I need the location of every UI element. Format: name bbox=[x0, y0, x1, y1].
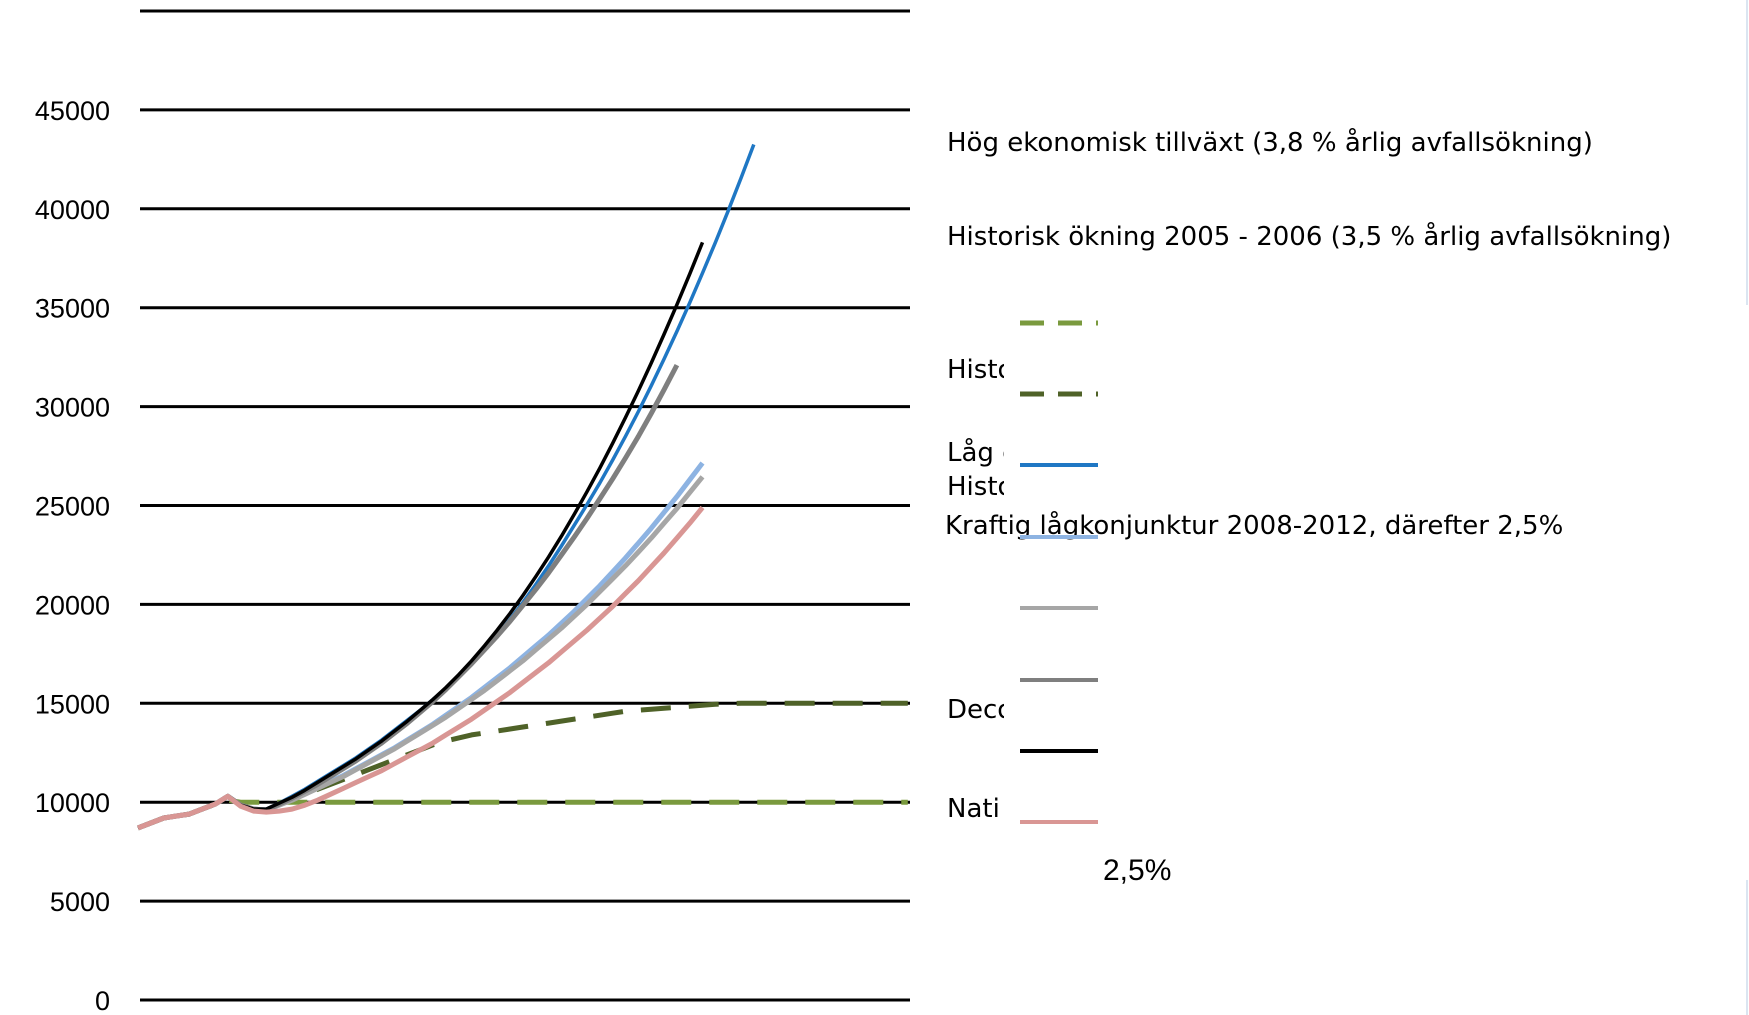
series-lines bbox=[137, 143, 908, 831]
y-tick-label: 30000 bbox=[35, 393, 110, 423]
y-tick-label: 35000 bbox=[35, 294, 110, 324]
annotation-historic-increase: Historisk ökning 2005 - 2006 (3,5 % årli… bbox=[947, 221, 1671, 252]
y-tick-label: 45000 bbox=[35, 96, 110, 126]
y-tick-label: 5000 bbox=[50, 887, 110, 917]
annotation-national: Nati bbox=[947, 794, 1000, 824]
series-line-2 bbox=[137, 143, 756, 830]
series-line-6 bbox=[137, 241, 705, 830]
series-line-0 bbox=[137, 797, 908, 831]
annotation-historic-2: Histo bbox=[947, 472, 1013, 502]
series-line-7 bbox=[137, 505, 705, 831]
y-axis-ticks: 0 5000 10000 15000 20000 25000 30000 35000 40000… bbox=[35, 96, 110, 1015]
y-tick-label: 10000 bbox=[35, 788, 110, 818]
series-line-4 bbox=[137, 475, 705, 831]
legend-keys bbox=[1020, 320, 1098, 824]
annotation-historic-1: Histo bbox=[947, 355, 1013, 385]
y-tick-label: 0 bbox=[95, 986, 110, 1015]
annotation-high-growth: Hög ekonomisk tillväxt (3,8 % årlig avfa… bbox=[947, 127, 1593, 158]
y-tick-label: 40000 bbox=[35, 195, 110, 225]
y-tick-label: 25000 bbox=[35, 492, 110, 522]
label-mask bbox=[1004, 433, 1154, 503]
label-mask bbox=[1004, 692, 1154, 728]
y-tick-label: 15000 bbox=[35, 689, 110, 719]
y-tick-label: 20000 bbox=[35, 590, 110, 620]
annotation-decoupling: Deco bbox=[947, 695, 1013, 725]
gridlines bbox=[140, 9, 910, 1002]
series-line-3 bbox=[137, 461, 705, 831]
series-line-1 bbox=[137, 700, 908, 831]
annotation-percent: 2,5% bbox=[1103, 854, 1171, 887]
